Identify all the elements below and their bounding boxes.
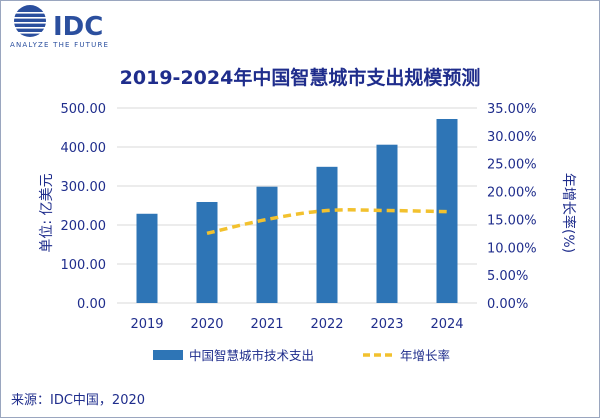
bar-2024 (436, 118, 458, 303)
y-right-axis-label: 年增长率(%) (560, 173, 577, 253)
y-left-tick-label: 0.00 (77, 297, 106, 312)
y-right-tick-label: 10.00% (487, 241, 537, 256)
y-left-tick-label: 100.00 (61, 258, 107, 273)
x-tick-label-2023: 2023 (370, 317, 403, 332)
y-right-tick-label: 35.00% (487, 102, 537, 117)
bar-2019 (136, 213, 158, 303)
globe-icon (13, 5, 47, 37)
y-left-tick-label: 300.00 (61, 180, 107, 195)
line-series (206, 208, 448, 236)
x-tick-label-2019: 2019 (130, 317, 163, 332)
x-tick-labels: 2019 2020 2021 2022 2023 2024 (130, 317, 463, 332)
y-left-tick-label: 400.00 (61, 141, 107, 156)
x-tick-label-2024: 2024 (430, 317, 463, 332)
source-note: 来源：IDC中国，2020 (11, 393, 145, 408)
bar-2023 (376, 144, 398, 303)
chart-title: 2019-2024年中国智慧城市支出规模预测 (120, 66, 481, 89)
gridlines (117, 107, 477, 304)
legend: 中国智慧城市技术支出 年增长率 (153, 348, 450, 363)
y-right-tick-label: 0.00% (487, 297, 528, 312)
bar-series (136, 118, 458, 303)
bar-2022 (316, 166, 338, 303)
growth-rate-line (206, 208, 448, 236)
y-left-tick-labels: 0.00 100.00 200.00 300.00 400.00 500.00 (61, 102, 107, 312)
y-right-tick-labels: 0.00% 5.00% 10.00% 15.00% 20.00% 25.00% 30.00%… (487, 102, 537, 312)
y-left-tick-label: 200.00 (61, 219, 107, 234)
y-left-axis-label: 单位: 亿美元 (39, 173, 55, 252)
bar-2020 (196, 201, 218, 303)
y-left-tick-label: 500.00 (61, 102, 107, 117)
y-right-tick-label: 15.00% (487, 213, 537, 228)
legend-line-label: 年增长率 (400, 348, 450, 363)
x-tick-label-2020: 2020 (190, 317, 223, 332)
y-right-tick-label: 5.00% (487, 269, 528, 284)
y-right-tick-label: 20.00% (487, 186, 537, 201)
legend-bar-label: 中国智慧城市技术支出 (189, 348, 314, 363)
y-right-tick-label: 30.00% (487, 130, 537, 145)
x-tick-label-2021: 2021 (250, 317, 283, 332)
bar-2021 (256, 186, 278, 303)
logo-tagline: ANALYZE THE FUTURE (10, 41, 109, 49)
y-right-tick-label: 25.00% (487, 158, 537, 173)
logo-name: IDC (53, 12, 103, 42)
legend-bar-swatch (153, 350, 183, 360)
x-tick-label-2022: 2022 (310, 317, 343, 332)
